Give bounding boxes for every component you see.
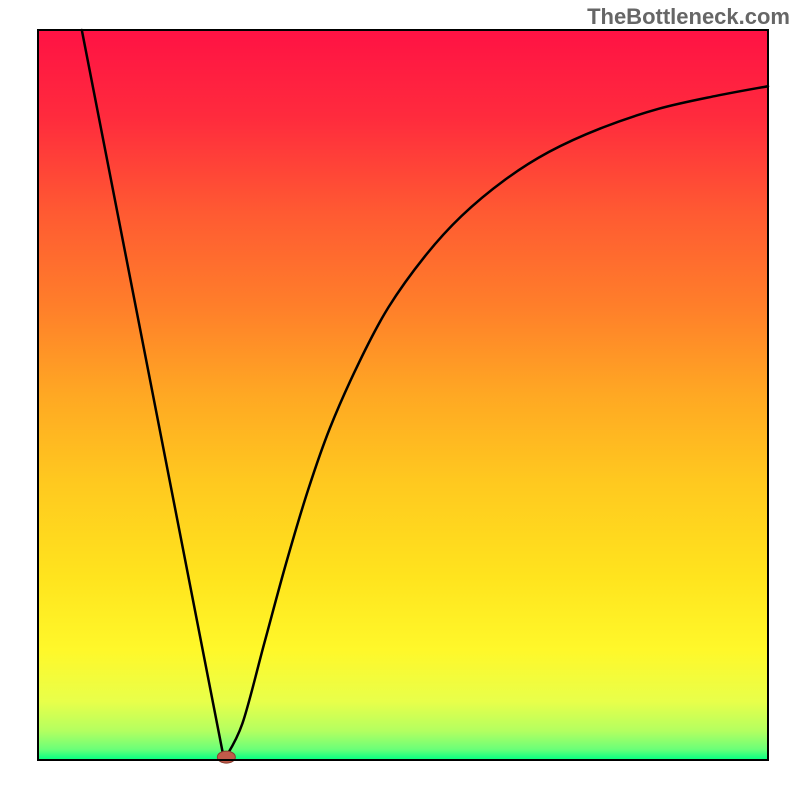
minimum-marker: [217, 751, 235, 763]
chart-container: TheBottleneck.com: [0, 0, 800, 800]
chart-svg: [0, 0, 800, 800]
gradient-background: [38, 30, 768, 760]
watermark-text: TheBottleneck.com: [587, 4, 790, 30]
